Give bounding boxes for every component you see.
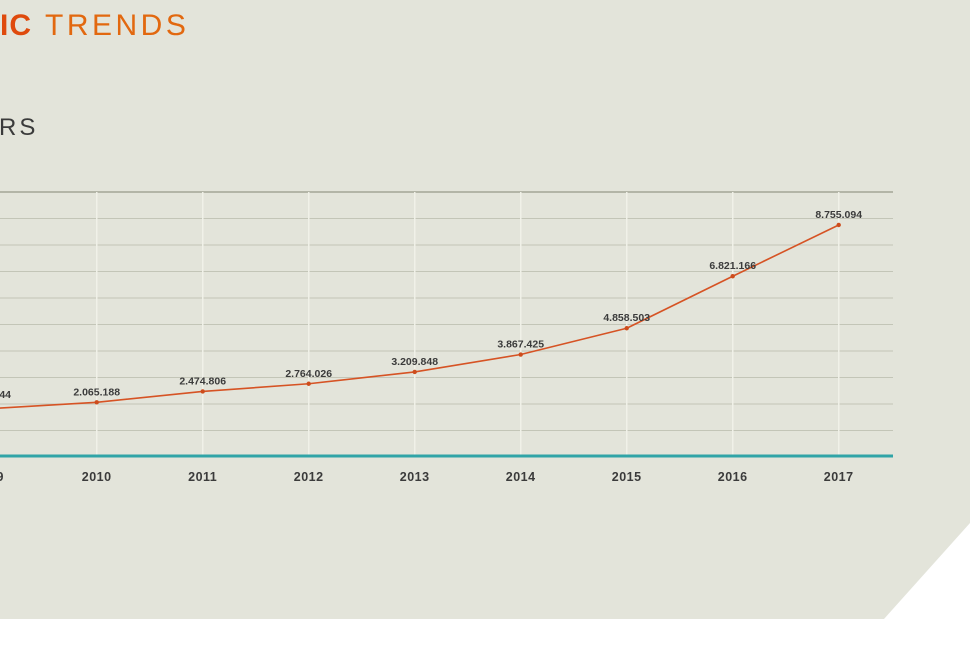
x-tick-label: 2016	[718, 470, 748, 484]
trend-line	[0, 224, 840, 409]
title-bold-fragment: IC	[0, 9, 32, 42]
data-point	[200, 389, 205, 394]
page-subtitle: RS	[0, 114, 39, 141]
data-point-label: 3.209.848	[391, 356, 438, 368]
data-point-label: 6.821.166	[709, 260, 756, 272]
data-point	[412, 369, 417, 375]
x-tick-label: 2017	[824, 470, 854, 484]
page-title: IC TRENDS	[0, 11, 189, 41]
x-tick-label: 2012	[294, 470, 324, 484]
data-point-label: 2.764.026	[285, 368, 332, 380]
x-tick-label: 2013	[400, 470, 430, 484]
x-tick-label: 2015	[612, 470, 642, 484]
data-point-label: 2.474.806	[179, 375, 226, 387]
clipped-x-tick-fragment: 9	[0, 470, 4, 484]
data-point-label: 2.065.188	[73, 386, 120, 398]
data-point	[306, 381, 311, 386]
data-point-label: 8.755.094	[815, 209, 862, 221]
data-point	[624, 326, 629, 331]
x-tick-label: 2011	[188, 470, 217, 484]
title-light-fragment: TRENDS	[45, 9, 190, 42]
clipped-point-label-fragment: 44	[0, 389, 11, 401]
x-tick-label: 2010	[82, 470, 112, 484]
data-point	[730, 274, 735, 279]
data-point	[836, 222, 841, 228]
data-point-label: 3.867.425	[497, 339, 544, 351]
data-point-label: 4.858.503	[603, 312, 650, 324]
x-tick-label: 2014	[506, 470, 536, 484]
data-point	[518, 352, 523, 357]
data-point	[94, 400, 99, 405]
infographic-sheet	[0, 0, 970, 619]
